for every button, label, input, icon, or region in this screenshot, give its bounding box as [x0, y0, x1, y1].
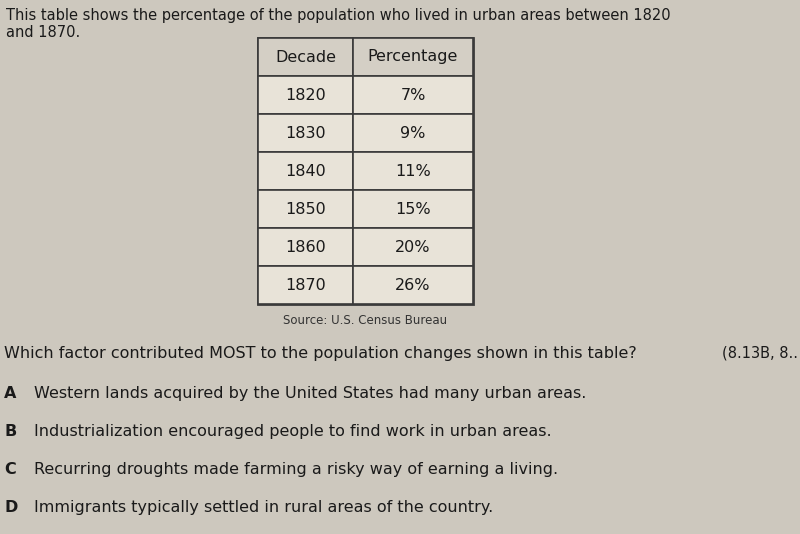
- Text: 1830: 1830: [285, 125, 326, 140]
- Bar: [258, 228, 353, 266]
- Text: Source: U.S. Census Bureau: Source: U.S. Census Bureau: [283, 314, 447, 327]
- Text: 1840: 1840: [285, 163, 326, 178]
- Text: Industrialization encouraged people to find work in urban areas.: Industrialization encouraged people to f…: [34, 424, 552, 439]
- Bar: [258, 38, 473, 304]
- Text: B: B: [4, 424, 16, 439]
- Text: 26%: 26%: [395, 278, 430, 293]
- Bar: [353, 76, 473, 114]
- Bar: [258, 114, 353, 152]
- Text: 1850: 1850: [285, 201, 326, 216]
- Bar: [258, 152, 353, 190]
- Bar: [353, 190, 473, 228]
- Text: A: A: [4, 386, 16, 401]
- Text: 1860: 1860: [285, 240, 326, 255]
- Bar: [258, 190, 353, 228]
- Text: 15%: 15%: [395, 201, 431, 216]
- Bar: [258, 38, 353, 76]
- Text: 20%: 20%: [395, 240, 430, 255]
- Text: 9%: 9%: [400, 125, 426, 140]
- Text: (8.13B, 8..: (8.13B, 8..: [722, 346, 798, 361]
- Text: Western lands acquired by the United States had many urban areas.: Western lands acquired by the United Sta…: [34, 386, 586, 401]
- Bar: [353, 114, 473, 152]
- Bar: [353, 152, 473, 190]
- Bar: [353, 38, 473, 76]
- Text: 1820: 1820: [285, 88, 326, 103]
- Bar: [258, 266, 353, 304]
- Text: Percentage: Percentage: [368, 50, 458, 65]
- Text: This table shows the percentage of the population who lived in urban areas betwe: This table shows the percentage of the p…: [6, 8, 670, 41]
- Bar: [258, 76, 353, 114]
- Text: 1870: 1870: [285, 278, 326, 293]
- Text: Which factor contributed MOST to the population changes shown in this table?: Which factor contributed MOST to the pop…: [4, 346, 637, 361]
- Text: Recurring droughts made farming a risky way of earning a living.: Recurring droughts made farming a risky …: [34, 462, 558, 477]
- Text: Decade: Decade: [275, 50, 336, 65]
- Text: Immigrants typically settled in rural areas of the country.: Immigrants typically settled in rural ar…: [34, 500, 494, 515]
- Bar: [353, 228, 473, 266]
- Bar: [353, 266, 473, 304]
- Text: 11%: 11%: [395, 163, 431, 178]
- Text: D: D: [4, 500, 18, 515]
- Text: C: C: [4, 462, 16, 477]
- Text: 7%: 7%: [400, 88, 426, 103]
